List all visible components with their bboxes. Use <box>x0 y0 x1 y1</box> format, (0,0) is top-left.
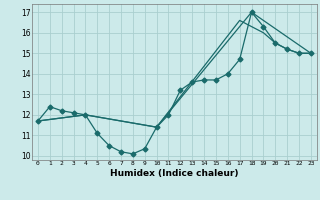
X-axis label: Humidex (Indice chaleur): Humidex (Indice chaleur) <box>110 169 239 178</box>
